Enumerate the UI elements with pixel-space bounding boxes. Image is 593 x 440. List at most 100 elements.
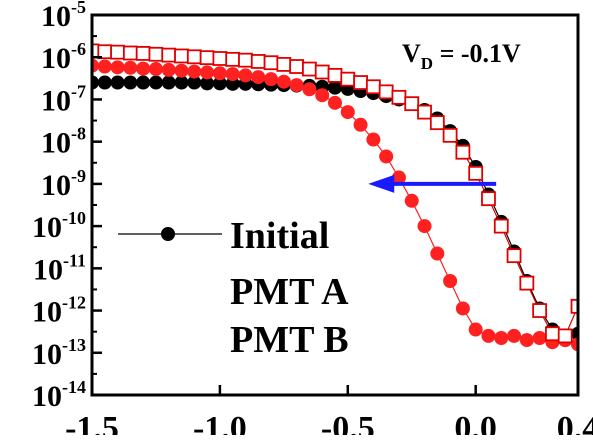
y-tick-label: 10-11 [33, 250, 86, 286]
legend-label: PMT B [230, 319, 349, 361]
data-point [546, 327, 559, 340]
data-point [316, 66, 329, 79]
data-point [354, 118, 368, 132]
data-point [123, 76, 137, 90]
data-point [380, 85, 393, 98]
data-point [123, 61, 137, 75]
data-point [238, 68, 252, 82]
data-point [418, 219, 432, 233]
data-point [162, 63, 176, 77]
data-point [175, 49, 188, 62]
data-point [226, 53, 239, 66]
x-tick-label: 0.4 [557, 410, 593, 435]
data-point [98, 60, 112, 74]
data-point [533, 304, 546, 317]
data-point [149, 76, 163, 90]
data-point [329, 69, 342, 82]
x-tick-label: -0.5 [321, 410, 375, 435]
data-point [137, 47, 150, 60]
data-point [136, 62, 150, 76]
x-tick-label: -1.5 [65, 410, 119, 435]
data-point [328, 96, 342, 110]
data-point [290, 60, 303, 73]
data-point [239, 54, 252, 67]
data-point [341, 105, 355, 119]
data-point [277, 75, 291, 89]
data-point [354, 76, 367, 89]
data-point [481, 329, 495, 343]
legend-marker [161, 227, 175, 241]
data-point [405, 97, 418, 110]
data-point [508, 249, 521, 262]
data-point [533, 331, 547, 345]
data-point [495, 220, 508, 233]
legend-entry: PMT B [230, 319, 349, 361]
data-point [431, 116, 444, 129]
y-tick-label: 10-9 [41, 166, 86, 202]
data-point [187, 65, 201, 79]
data-point [405, 194, 419, 208]
data-point [418, 106, 431, 119]
data-point [520, 277, 533, 290]
y-tick-label: 10-13 [32, 335, 86, 371]
y-tick-label: 10-5 [41, 0, 86, 33]
data-point [265, 56, 278, 69]
data-point [213, 52, 226, 65]
data-point [379, 149, 393, 163]
data-point [482, 192, 495, 205]
y-tick-label: 10-10 [32, 208, 86, 244]
data-point [392, 91, 405, 104]
y-tick-label: 10-8 [41, 124, 86, 160]
legend-label: Initial [230, 215, 329, 257]
y-tick-label: 10-14 [32, 377, 86, 413]
data-point [136, 76, 150, 90]
data-point [315, 88, 329, 102]
data-point [430, 247, 444, 261]
drain-voltage-annotation: VD = -0.1V [402, 39, 521, 73]
y-tick-label: 10-6 [41, 39, 86, 75]
data-point [277, 58, 290, 71]
data-point [251, 70, 265, 84]
data-point [252, 55, 265, 68]
data-point [559, 329, 572, 342]
data-point [162, 76, 176, 90]
data-point [367, 80, 380, 93]
data-point [201, 51, 214, 64]
data-point [341, 73, 354, 86]
y-tick-label: 10-12 [32, 293, 86, 329]
legend-entry: PMT A [230, 271, 349, 313]
legend-entry: Initial [118, 215, 329, 257]
data-point [303, 63, 316, 76]
data-point [469, 167, 482, 180]
data-point [188, 50, 201, 63]
data-point [456, 146, 469, 159]
x-tick-label: 0.0 [454, 410, 497, 435]
data-point [494, 331, 508, 345]
data-point [162, 49, 175, 62]
data-point [149, 62, 163, 76]
data-point [507, 329, 521, 343]
data-point [264, 72, 278, 86]
x-tick-label: -1.0 [193, 410, 247, 435]
data-point [200, 65, 214, 79]
data-point [111, 76, 125, 90]
data-point [124, 47, 137, 60]
data-point [456, 301, 470, 315]
data-point [290, 78, 304, 92]
data-point [111, 46, 124, 59]
data-point [520, 333, 534, 347]
data-point [98, 76, 112, 90]
data-point [111, 60, 125, 74]
data-point [443, 274, 457, 288]
data-point [469, 323, 483, 337]
y-tick-label: 10-7 [41, 81, 86, 117]
legend-label: PMT A [230, 271, 349, 313]
data-point [366, 133, 380, 147]
data-point [444, 129, 457, 142]
data-point [213, 66, 227, 80]
data-point [175, 64, 189, 78]
data-point [302, 82, 316, 96]
data-point [226, 67, 240, 81]
